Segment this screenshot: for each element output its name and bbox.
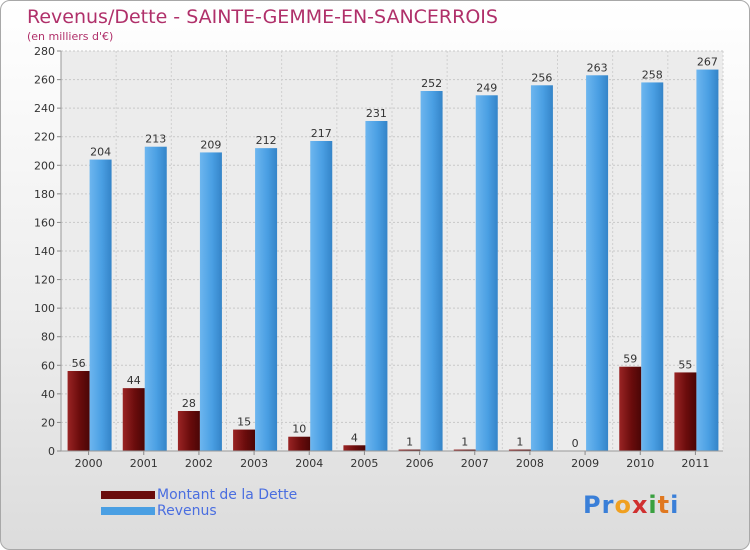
data-label-revenus: 267 bbox=[697, 56, 718, 69]
bars: 56 204 44 213 28 209 15 212 10 217 4 231 1 252 1 249 1 25… bbox=[67, 56, 719, 452]
x-tick-label: 2005 bbox=[350, 457, 378, 470]
legend: Montant de la Dette Revenus bbox=[101, 487, 297, 519]
bar-dette bbox=[67, 371, 90, 451]
legend-label-revenus: Revenus bbox=[157, 503, 217, 519]
data-label-revenus: 231 bbox=[366, 107, 387, 120]
data-label-revenus: 212 bbox=[256, 134, 277, 147]
data-label-revenus: 252 bbox=[421, 77, 442, 90]
x-tick-label: 2006 bbox=[406, 457, 434, 470]
bar-dette bbox=[233, 429, 256, 451]
bar-revenus bbox=[475, 95, 498, 452]
y-tick-label: 20 bbox=[41, 416, 55, 429]
data-label-revenus: 256 bbox=[531, 71, 552, 84]
y-tick-label: 60 bbox=[41, 359, 55, 372]
data-label-dette: 0 bbox=[572, 437, 579, 450]
y-tick-label: 160 bbox=[34, 216, 55, 229]
data-label-dette: 10 bbox=[292, 423, 306, 436]
bar-revenus bbox=[696, 69, 719, 452]
bar-dette bbox=[288, 436, 311, 451]
data-label-dette: 55 bbox=[678, 358, 692, 371]
data-label-dette: 15 bbox=[237, 416, 251, 429]
logo-letter: x bbox=[631, 491, 649, 519]
x-tick-label: 2004 bbox=[295, 457, 323, 470]
y-tick-label: 100 bbox=[34, 302, 55, 315]
x-tick-label: 2003 bbox=[240, 457, 268, 470]
bar-dette bbox=[177, 411, 200, 451]
bar-dette bbox=[398, 449, 421, 451]
x-tick-label: 2010 bbox=[626, 457, 654, 470]
legend-swatch-revenus bbox=[101, 507, 155, 515]
bar-revenus bbox=[586, 75, 609, 452]
legend-item-revenus: Revenus bbox=[101, 503, 297, 519]
y-tick-label: 140 bbox=[34, 245, 55, 258]
bar-dette bbox=[343, 445, 366, 451]
data-label-revenus: 249 bbox=[476, 81, 497, 94]
x-tick-label: 2000 bbox=[75, 457, 103, 470]
y-tick-label: 260 bbox=[34, 74, 55, 87]
chart-title: Revenus/Dette - SAINTE-GEMME-EN-SANCERRO… bbox=[27, 6, 498, 28]
bar-revenus bbox=[144, 146, 167, 451]
y-tick-label: 220 bbox=[34, 131, 55, 144]
y-tick-label: 280 bbox=[34, 45, 55, 58]
data-label-dette: 1 bbox=[516, 436, 523, 449]
data-label-dette: 59 bbox=[623, 353, 637, 366]
bar-revenus bbox=[199, 152, 222, 451]
data-label-dette: 4 bbox=[351, 431, 358, 444]
logo-letter: P bbox=[583, 491, 602, 519]
bar-dette bbox=[619, 366, 642, 451]
y-tick-label: 240 bbox=[34, 102, 55, 115]
y-tick-label: 200 bbox=[34, 159, 55, 172]
data-label-dette: 28 bbox=[182, 397, 196, 410]
logo-letter: i bbox=[648, 491, 658, 519]
data-label-dette: 44 bbox=[127, 374, 141, 387]
proxiti-logo: Proxiti bbox=[583, 491, 679, 519]
data-label-dette: 56 bbox=[72, 357, 86, 370]
bar-revenus bbox=[365, 121, 388, 451]
data-label-revenus: 263 bbox=[587, 61, 608, 74]
chart-unit-label: (en milliers d'€) bbox=[27, 30, 114, 43]
x-tick-label: 2002 bbox=[185, 457, 213, 470]
legend-label-dette: Montant de la Dette bbox=[157, 487, 298, 503]
y-tick-label: 120 bbox=[34, 274, 55, 287]
y-tick-label: 80 bbox=[41, 331, 55, 344]
bar-revenus bbox=[255, 148, 278, 451]
bar-dette bbox=[122, 388, 145, 451]
x-tick-label: 2008 bbox=[516, 457, 544, 470]
data-label-revenus: 213 bbox=[145, 133, 166, 146]
x-tick-label: 2007 bbox=[461, 457, 489, 470]
data-label-revenus: 258 bbox=[642, 68, 663, 81]
data-label-revenus: 217 bbox=[311, 127, 332, 140]
data-label-revenus: 209 bbox=[200, 138, 221, 151]
grid-lines bbox=[60, 50, 724, 452]
bar-revenus bbox=[89, 159, 112, 452]
bar-revenus bbox=[420, 91, 443, 451]
bar-dette bbox=[674, 372, 697, 451]
x-tick-label: 2001 bbox=[130, 457, 158, 470]
data-label-dette: 1 bbox=[406, 436, 413, 449]
bar-dette bbox=[453, 449, 476, 451]
y-tick-label: 180 bbox=[34, 188, 55, 201]
logo-letter: o bbox=[614, 491, 632, 519]
logo-letter: i bbox=[670, 491, 680, 519]
y-tick-label: 40 bbox=[41, 388, 55, 401]
logo-letter: r bbox=[601, 491, 615, 519]
x-tick-label: 2011 bbox=[681, 457, 709, 470]
axes: 0204060801001201401601802002202402602802… bbox=[34, 45, 723, 470]
legend-item-dette: Montant de la Dette bbox=[101, 487, 297, 503]
logo-letter: t bbox=[657, 491, 671, 519]
bar-revenus bbox=[641, 82, 664, 451]
y-tick-label: 0 bbox=[48, 445, 55, 458]
x-tick-label: 2009 bbox=[571, 457, 599, 470]
bar-dette bbox=[508, 449, 531, 451]
bar-revenus bbox=[310, 141, 333, 451]
bar-revenus bbox=[530, 85, 553, 452]
data-label-revenus: 204 bbox=[90, 146, 111, 159]
legend-swatch-dette bbox=[101, 491, 155, 499]
data-label-dette: 1 bbox=[461, 436, 468, 449]
